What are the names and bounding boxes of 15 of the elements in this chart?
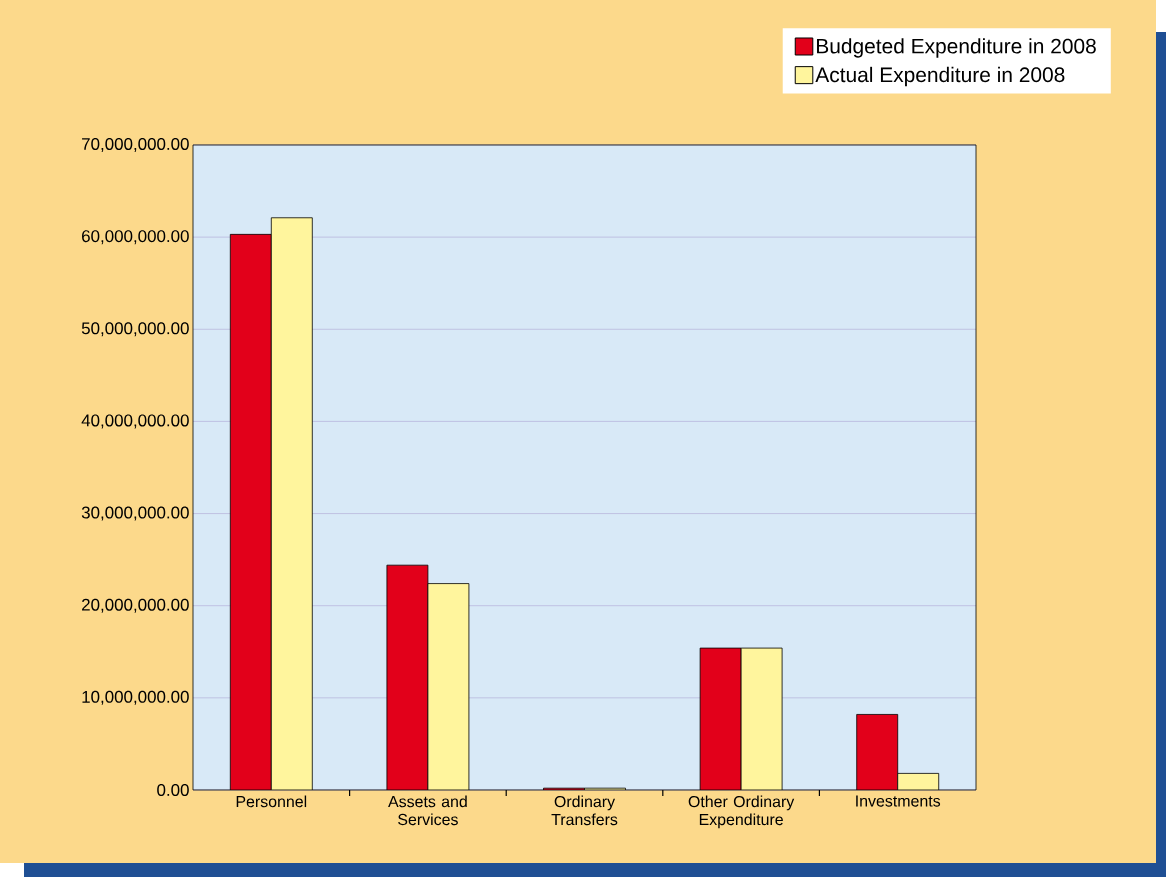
y-tick-label: 20,000,000.00 [82, 598, 189, 613]
y-tick-label: 0.00 [157, 783, 189, 796]
x-tick-label: Ordinary Transfers [551, 795, 618, 826]
x-tick-label: Personnel [236, 795, 307, 808]
x-tick-label: Assets and Services [388, 795, 467, 826]
y-tick-label: 40,000,000.00 [81, 414, 189, 429]
x-tick-label: Investments [856, 795, 941, 807]
legend-label: Actual Expenditure in 2008 [815, 66, 1065, 87]
x-tick-label: Other Ordinary Expenditure [688, 795, 795, 829]
y-tick-label: 30,000,000.00 [81, 506, 189, 521]
y-tick-label: 60,000,000.00 [82, 230, 189, 245]
legend-label: Budgeted Expenditure in 2008 [817, 38, 1096, 58]
y-tick-label: 50,000,000.00 [81, 322, 189, 337]
y-tick-label: 10,000,000.00 [82, 690, 189, 705]
y-tick-label: 70,000,000.00 [82, 137, 189, 152]
